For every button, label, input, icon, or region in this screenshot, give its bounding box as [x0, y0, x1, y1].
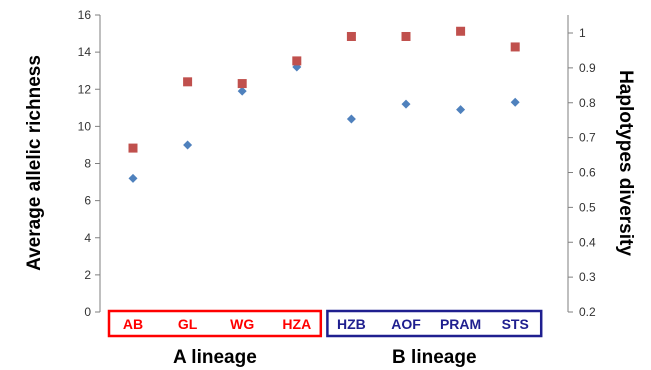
lineage-groups: AB GL WG HZA A lineage HZB AOF PRAM STS B lineage	[107, 309, 543, 368]
allelic-richness-point	[237, 86, 247, 96]
haplotype-diversity-point	[510, 42, 520, 52]
haplotype-diversity-point	[237, 79, 247, 89]
haplotype-diversity-point	[346, 31, 356, 41]
left-tick-label: 8	[84, 157, 91, 171]
left-tick-label: 10	[78, 119, 92, 133]
haplotype-diversity-point	[456, 26, 466, 36]
allelic-richness-point	[128, 173, 138, 183]
right-tick-label: 1	[579, 26, 586, 40]
haplotype-diversity-point	[292, 56, 302, 66]
lineage-label: A lineage	[173, 347, 257, 368]
lineage-box	[107, 309, 323, 338]
allelic-richness-point	[401, 99, 411, 109]
left-tick-label: 6	[84, 194, 91, 208]
right-tick-label: 0.2	[579, 305, 596, 319]
category-label: HZB	[337, 316, 366, 332]
category-label: WG	[230, 316, 254, 332]
allelic-richness-point	[510, 97, 520, 107]
category-label: AB	[123, 316, 143, 332]
haplotype-diversity-point	[401, 31, 411, 41]
category-label: GL	[178, 316, 198, 332]
haplotype-diversity-point	[128, 143, 138, 153]
right-tick-label: 0.5	[579, 200, 596, 214]
allelic-richness-point	[346, 114, 356, 124]
left-tick-label: 16	[78, 8, 92, 22]
y2-axis-title: Haplotypes diversity	[615, 70, 636, 256]
right-tick-label: 0.8	[579, 96, 596, 110]
left-tick-label: 2	[84, 268, 91, 282]
category-label: PRAM	[440, 316, 481, 332]
right-tick-label: 0.4	[579, 235, 596, 249]
category-label: STS	[502, 316, 529, 332]
data-points	[128, 26, 520, 183]
category-label: AOF	[391, 316, 421, 332]
category-label: HZA	[282, 316, 311, 332]
allelic-richness-point	[183, 140, 193, 150]
left-tick-label: 12	[78, 82, 92, 96]
left-axis: 0 2 4 6 8 10 12 14 16	[78, 8, 101, 319]
y-axis-title: Average allelic richness	[24, 55, 45, 271]
lineage-label: B lineage	[392, 347, 476, 368]
allelic-richness-point	[456, 105, 466, 115]
left-tick-label: 0	[84, 305, 91, 319]
left-tick-label: 14	[78, 45, 92, 59]
haplotype-diversity-point	[183, 77, 193, 87]
right-tick-label: 0.9	[579, 61, 596, 75]
lineage-box	[326, 309, 543, 338]
right-tick-label: 0.6	[579, 166, 596, 180]
right-tick-label: 0.7	[579, 131, 596, 145]
left-tick-label: 4	[84, 231, 91, 245]
right-tick-label: 0.3	[579, 270, 596, 284]
right-axis: 0.2 0.3 0.4 0.5 0.6 0.7 0.8 0.9 1	[567, 15, 596, 319]
